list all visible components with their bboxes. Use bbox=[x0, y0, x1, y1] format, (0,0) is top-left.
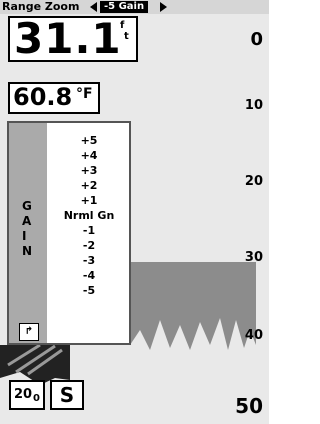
depth-readout: 31.1 f t bbox=[8, 16, 138, 62]
top-bar: Range Zoom -5 Gain bbox=[0, 0, 269, 14]
depth-scale-label: 0 bbox=[250, 29, 263, 50]
depth-scale-label: 40 bbox=[245, 328, 263, 343]
gain-label-letter: G bbox=[22, 199, 32, 213]
depth-scale-label: 30 bbox=[245, 250, 263, 265]
mode-label: Range Zoom bbox=[2, 0, 79, 14]
gain-option[interactable]: +1 bbox=[49, 193, 129, 208]
gain-option[interactable]: -4 bbox=[49, 268, 129, 283]
gain-option[interactable]: +2 bbox=[49, 178, 129, 193]
menu-icon[interactable]: ↱ bbox=[19, 323, 39, 341]
right-arrow[interactable] bbox=[160, 2, 168, 12]
temperature-unit: °F bbox=[76, 86, 93, 102]
zoom-main: 20 bbox=[14, 387, 32, 402]
gain-option[interactable]: -2 bbox=[49, 238, 129, 253]
gain-option[interactable]: +3 bbox=[49, 163, 129, 178]
setting-value[interactable]: -5 Gain bbox=[100, 1, 148, 13]
gain-label-letter: N bbox=[22, 244, 32, 258]
temperature-readout: 60.8 °F bbox=[8, 82, 100, 114]
gain-option[interactable]: -1 bbox=[49, 223, 129, 238]
gain-option[interactable]: -3 bbox=[49, 253, 129, 268]
depth-scale-label: 10 bbox=[245, 98, 263, 113]
gain-label-letter: I bbox=[22, 229, 26, 243]
s-button[interactable]: S bbox=[50, 380, 84, 410]
depth-unit: t bbox=[124, 31, 129, 42]
depth-scale-label: 50 bbox=[235, 394, 263, 418]
temperature-value: 60.8 bbox=[13, 83, 72, 111]
zoom-button[interactable]: 20 0 bbox=[9, 380, 45, 410]
bottom-return bbox=[130, 262, 256, 300]
bottom-clutter bbox=[130, 300, 256, 350]
gain-label-letter: A bbox=[22, 214, 31, 228]
left-arrow[interactable] bbox=[90, 2, 98, 12]
depth-value: 31.1 bbox=[14, 14, 122, 63]
depth-scale-label: 20 bbox=[245, 174, 263, 189]
zoom-sub: 0 bbox=[33, 393, 40, 404]
depth-unit: f bbox=[120, 20, 124, 31]
gain-option[interactable]: Nrml Gn bbox=[49, 208, 129, 223]
gain-option[interactable]: +4 bbox=[49, 148, 129, 163]
gain-option[interactable]: -5 bbox=[49, 283, 129, 298]
gain-option[interactable]: +5 bbox=[49, 133, 129, 148]
